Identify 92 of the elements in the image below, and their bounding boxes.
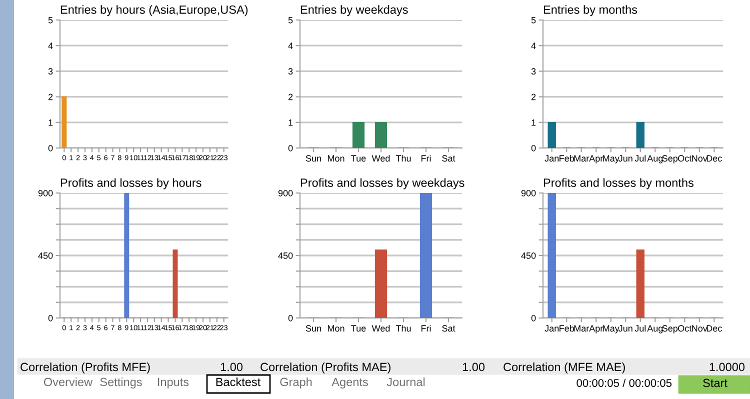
x-tick-label: Oct	[678, 155, 692, 162]
text: Agents	[332, 378, 368, 389]
bar	[172, 250, 178, 318]
text: 1.00	[462, 362, 485, 372]
text: 00:00:05 / 00:00:05	[576, 378, 672, 387]
x-tick-label: Jun	[618, 155, 632, 162]
x-tick-label: Aug	[647, 155, 663, 164]
bar	[420, 193, 432, 318]
x-tick-label: Fri	[421, 154, 431, 162]
chart-title: Profits and losses by months	[544, 178, 694, 190]
text: Journal	[386, 377, 425, 386]
text: Start	[703, 378, 728, 388]
chart-title: Entries by weekdays	[300, 5, 408, 16]
y-tick-label: 0	[288, 314, 293, 322]
text: Overview	[44, 377, 93, 386]
y-tick-label: 900	[521, 190, 536, 196]
x-tick-label: Apr	[589, 325, 603, 334]
x-tick-label: Oct	[678, 325, 692, 332]
chart-title: Profits and losses by hours	[60, 178, 202, 190]
x-tick-label: Nov	[692, 325, 708, 332]
y-tick-label: 1	[288, 119, 293, 126]
y-tick-label: 3	[48, 68, 53, 75]
y-tick-label: 1	[532, 119, 536, 126]
y-tick-label: 2	[531, 94, 536, 100]
x-tick-label: May	[603, 155, 620, 164]
y-tick-label: 0	[48, 314, 53, 322]
x-tick-label: Jul	[634, 324, 646, 332]
text: Correlation (Profits MAE)	[260, 362, 390, 374]
chart-title: Profits and losses by weekdays	[300, 178, 464, 190]
bar	[374, 250, 388, 318]
x-tick-label: Mar	[574, 325, 589, 332]
y-tick-label: 0	[531, 144, 536, 152]
x-tick-label: Jan	[544, 155, 559, 162]
text: Graph	[280, 377, 312, 389]
y-tick-label: 3	[531, 68, 536, 75]
y-tick-label: 450	[38, 252, 53, 259]
x-tick-label: Sep	[662, 155, 678, 164]
x-tick-label: Thu	[396, 324, 411, 332]
chart-title: Entries by hours (Asia,Europe,USA)	[60, 5, 248, 16]
x-tick-label: Sun	[306, 155, 321, 162]
x-tick-label: Apr	[589, 155, 603, 164]
x-tick-label: Thu	[396, 154, 411, 162]
x-tick-label: Feb	[560, 324, 574, 332]
x-tick-label: Nov	[692, 155, 708, 162]
y-tick-label: 450	[521, 252, 536, 259]
y-tick-label: 3	[288, 68, 293, 75]
y-tick-label: 900	[38, 190, 53, 196]
y-tick-label: 5	[288, 17, 293, 24]
text: Settings	[100, 377, 142, 389]
x-tick-label: Wed	[372, 154, 390, 162]
y-tick-label: 4	[531, 42, 536, 49]
text: 1.0000	[710, 362, 745, 372]
x-tick-label: Mar	[574, 155, 589, 162]
y-tick-label: 5	[48, 17, 53, 24]
x-tick-label: Aug	[647, 325, 663, 334]
text: Correlation (MFE MAE)	[504, 362, 625, 374]
bar	[548, 193, 556, 318]
y-tick-label: 1	[48, 119, 53, 126]
x-tick-label: Tue	[351, 155, 366, 162]
chart-title: Entries by months	[544, 5, 638, 16]
x-tick-label: Sep	[662, 325, 678, 334]
y-tick-label: 450	[278, 252, 293, 259]
x-tick-label: Sat	[442, 325, 456, 332]
x-tick-label: Jan	[544, 325, 559, 332]
text: 1.00	[220, 362, 243, 372]
y-tick-label: 5	[531, 17, 536, 24]
x-tick-label: May	[603, 325, 620, 334]
y-tick-label: 900	[278, 190, 293, 196]
y-tick-label: 4	[48, 42, 53, 49]
text: Inputs	[158, 378, 189, 389]
y-tick-label: 4	[288, 42, 293, 49]
x-tick-label: Tue	[351, 325, 366, 332]
x-tick-label: Jun	[618, 325, 632, 332]
x-tick-label: Feb	[560, 154, 574, 162]
y-tick-label: 0	[288, 144, 293, 152]
x-tick-label: Sun	[306, 325, 321, 332]
y-tick-label: 0	[531, 314, 536, 322]
x-tick-label: Mon	[328, 155, 344, 162]
text: Backtest	[216, 377, 261, 386]
y-tick-label: 2	[288, 94, 293, 100]
text: Correlation (Profits MFE)	[20, 362, 150, 374]
x-tick-label: Fri	[421, 324, 431, 332]
bar	[636, 250, 644, 318]
y-tick-label: 2	[48, 94, 53, 100]
y-tick-label: 0	[48, 144, 53, 152]
x-tick-label: Jul	[634, 154, 646, 162]
x-tick-label: Dec	[706, 155, 722, 162]
x-tick-label: Mon	[328, 325, 344, 332]
x-tick-label: Wed	[372, 324, 390, 332]
x-tick-label: Dec	[706, 325, 722, 332]
x-tick-label: Sat	[442, 155, 456, 162]
bar	[124, 193, 130, 318]
